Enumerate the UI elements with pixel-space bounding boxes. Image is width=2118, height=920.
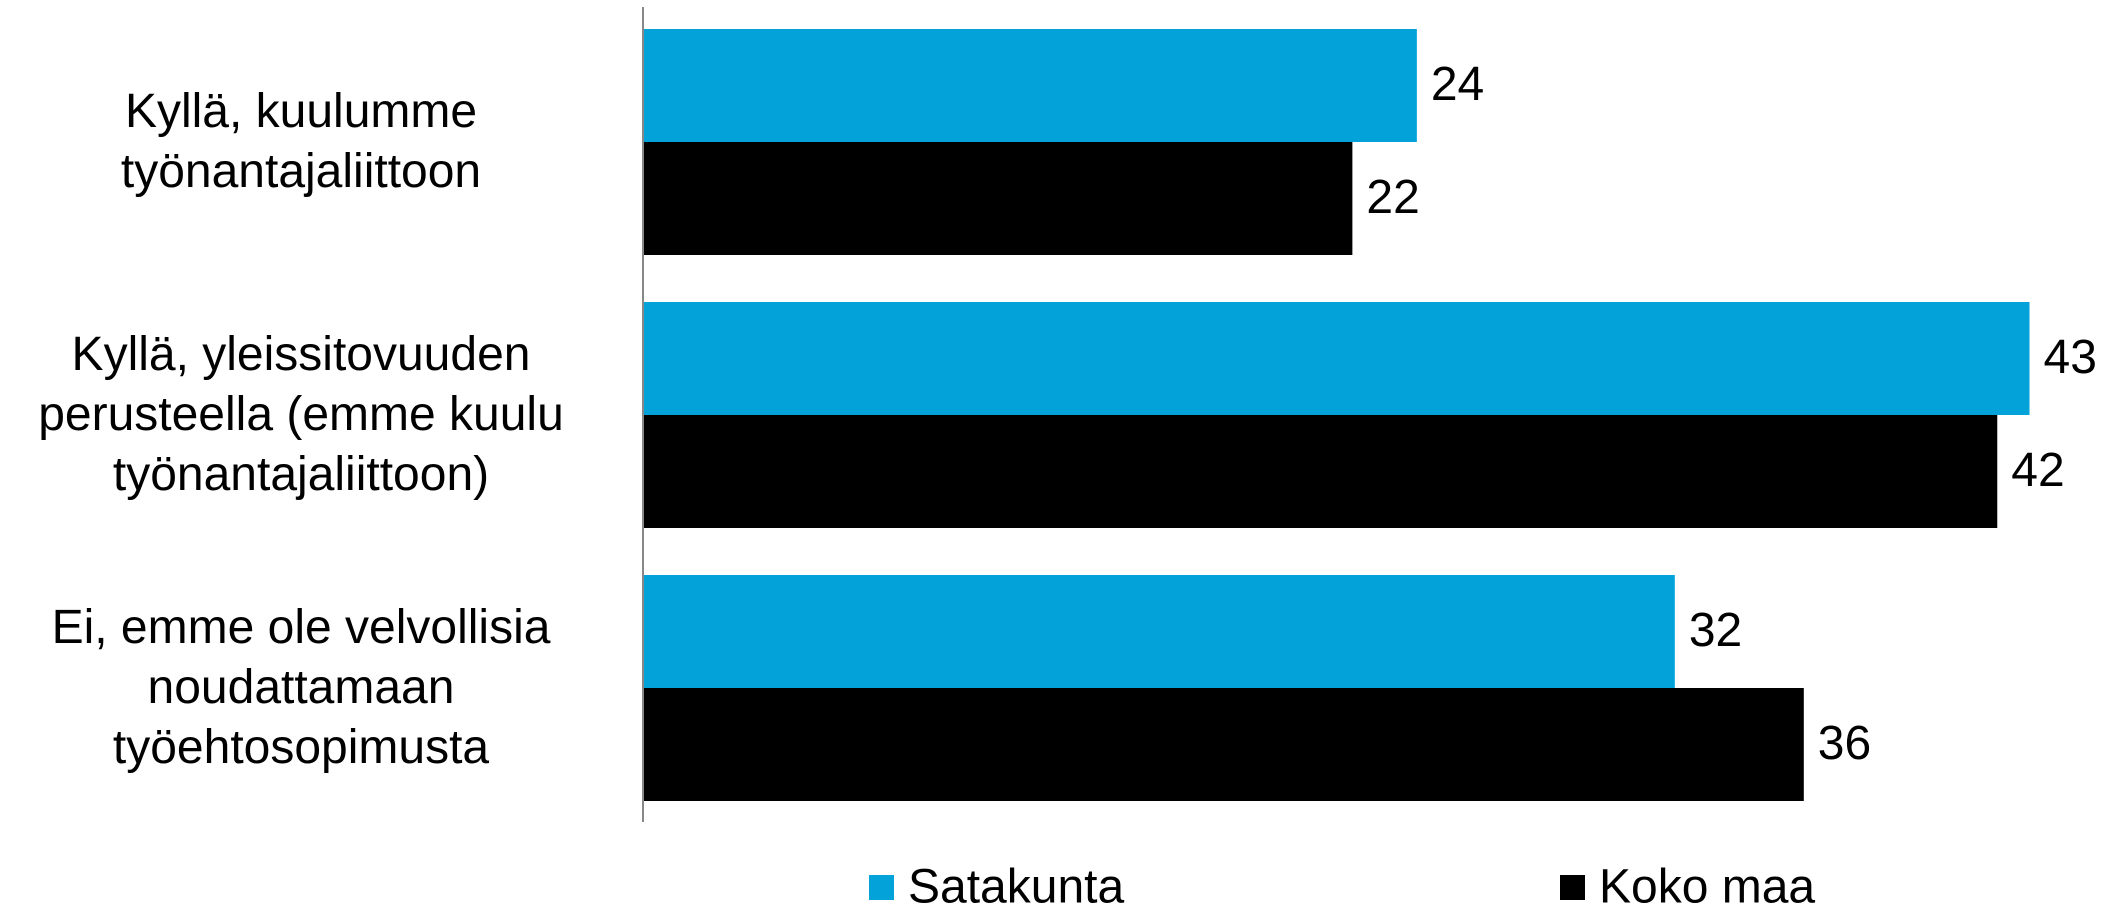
legend-swatch	[869, 875, 894, 900]
data-label: 42	[2011, 444, 2064, 497]
y-tick-label: Kyllä, yleissitovuuden perusteella (emme…	[38, 328, 564, 501]
bar	[643, 302, 2030, 415]
category-label-box: Ei, emme ole velvollisia noudattamaan ty…	[0, 575, 596, 801]
category-label-box: Kyllä, kuulumme työnantajaliittoon	[0, 29, 596, 255]
data-label: 36	[1818, 717, 1871, 770]
data-label: 22	[1366, 171, 1419, 224]
bar	[643, 575, 1675, 688]
data-label: 43	[2044, 331, 2097, 384]
bar	[643, 142, 1353, 255]
legend-swatch	[1560, 875, 1585, 900]
category-label-box: Kyllä, yleissitovuuden perusteella (emme…	[0, 302, 596, 528]
y-tick-label: Kyllä, kuulumme työnantajaliittoon	[120, 85, 482, 198]
bar	[643, 415, 1998, 528]
data-label: 32	[1689, 604, 1742, 657]
legend-label: Satakunta	[908, 861, 1124, 914]
bar	[643, 29, 1417, 142]
data-label: 24	[1431, 58, 1484, 111]
bar	[643, 688, 1804, 801]
y-tick-label: Ei, emme ole velvollisia noudattamaan ty…	[51, 601, 551, 774]
legend-label: Koko maa	[1599, 861, 1815, 914]
